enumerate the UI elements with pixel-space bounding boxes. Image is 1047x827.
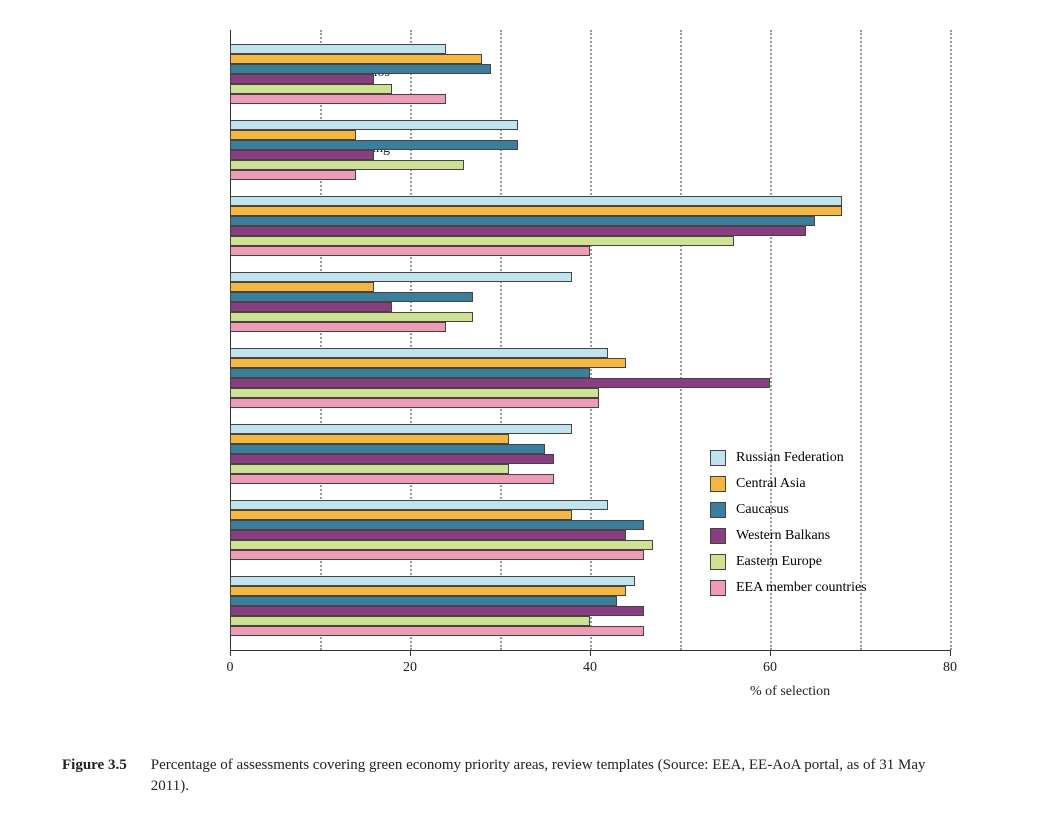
- bar: [230, 626, 644, 636]
- bar: [230, 540, 653, 550]
- bar: [230, 378, 770, 388]
- bar: [230, 84, 392, 94]
- bar: [230, 140, 518, 150]
- legend-swatch: [710, 476, 726, 492]
- x-tick-label: 80: [943, 660, 957, 676]
- legend-item: Eastern Europe: [710, 554, 867, 570]
- legend-item: Western Balkans: [710, 528, 867, 544]
- legend-swatch: [710, 554, 726, 570]
- bar: [230, 74, 374, 84]
- bar: [230, 44, 446, 54]
- legend-label: Central Asia: [736, 476, 806, 492]
- bar: [230, 94, 446, 104]
- legend-label: EEA member countries: [736, 580, 867, 596]
- legend-label: Russian Federation: [736, 450, 844, 466]
- x-axis-title: % of selection: [750, 684, 830, 700]
- legend-item: Russian Federation: [710, 450, 867, 466]
- x-tick: [590, 650, 591, 656]
- bar: [230, 434, 509, 444]
- legend-item: Caucasus: [710, 502, 867, 518]
- bar: [230, 226, 806, 236]
- caption-text: Percentage of assessments covering green…: [151, 755, 941, 797]
- bar: [230, 500, 608, 510]
- figure-caption: Figure 3.5 Percentage of assessments cov…: [62, 755, 962, 797]
- bar: [230, 312, 473, 322]
- bar: [230, 216, 815, 226]
- bar: [230, 398, 599, 408]
- bar: [230, 616, 590, 626]
- legend-label: Eastern Europe: [736, 554, 822, 570]
- caption-label: Figure 3.5: [62, 755, 147, 776]
- bar: [230, 596, 617, 606]
- bar: [230, 246, 590, 256]
- bar: [230, 170, 356, 180]
- bar: [230, 530, 626, 540]
- gridline: [950, 30, 952, 650]
- x-tick: [770, 650, 771, 656]
- legend: Russian Federation Central Asia Caucasus We…: [710, 450, 867, 606]
- bar: [230, 424, 572, 434]
- bar: [230, 120, 518, 130]
- bar: [230, 54, 482, 64]
- legend-label: Caucasus: [736, 502, 789, 518]
- bar: [230, 454, 554, 464]
- chart-area: Futures and scenariosCSR and reportingGo…: [60, 20, 980, 700]
- bar: [230, 444, 545, 454]
- legend-swatch: [710, 580, 726, 596]
- bar: [230, 272, 572, 282]
- bar: [230, 302, 392, 312]
- gridline: [680, 30, 682, 650]
- bar: [230, 550, 644, 560]
- bar: [230, 282, 374, 292]
- bar: [230, 130, 356, 140]
- bar: [230, 586, 626, 596]
- bar: [230, 606, 644, 616]
- bar: [230, 206, 842, 216]
- bar: [230, 388, 599, 398]
- x-tick: [230, 650, 231, 656]
- legend-swatch: [710, 502, 726, 518]
- x-tick: [410, 650, 411, 656]
- bar: [230, 520, 644, 530]
- bar: [230, 576, 635, 586]
- bar: [230, 160, 464, 170]
- x-tick-label: 40: [583, 660, 597, 676]
- bar: [230, 510, 572, 520]
- bar: [230, 474, 554, 484]
- bar: [230, 150, 374, 160]
- bar: [230, 322, 446, 332]
- bar: [230, 358, 626, 368]
- bar: [230, 64, 491, 74]
- legend-item: EEA member countries: [710, 580, 867, 596]
- bar: [230, 196, 842, 206]
- legend-swatch: [710, 450, 726, 466]
- legend-label: Western Balkans: [736, 528, 830, 544]
- x-tick: [950, 650, 951, 656]
- legend-item: Central Asia: [710, 476, 867, 492]
- bar: [230, 368, 590, 378]
- bar: [230, 236, 734, 246]
- bar: [230, 292, 473, 302]
- legend-swatch: [710, 528, 726, 544]
- x-tick-label: 60: [763, 660, 777, 676]
- bar: [230, 464, 509, 474]
- x-tick-label: 0: [227, 660, 234, 676]
- bar: [230, 348, 608, 358]
- x-tick-label: 20: [403, 660, 417, 676]
